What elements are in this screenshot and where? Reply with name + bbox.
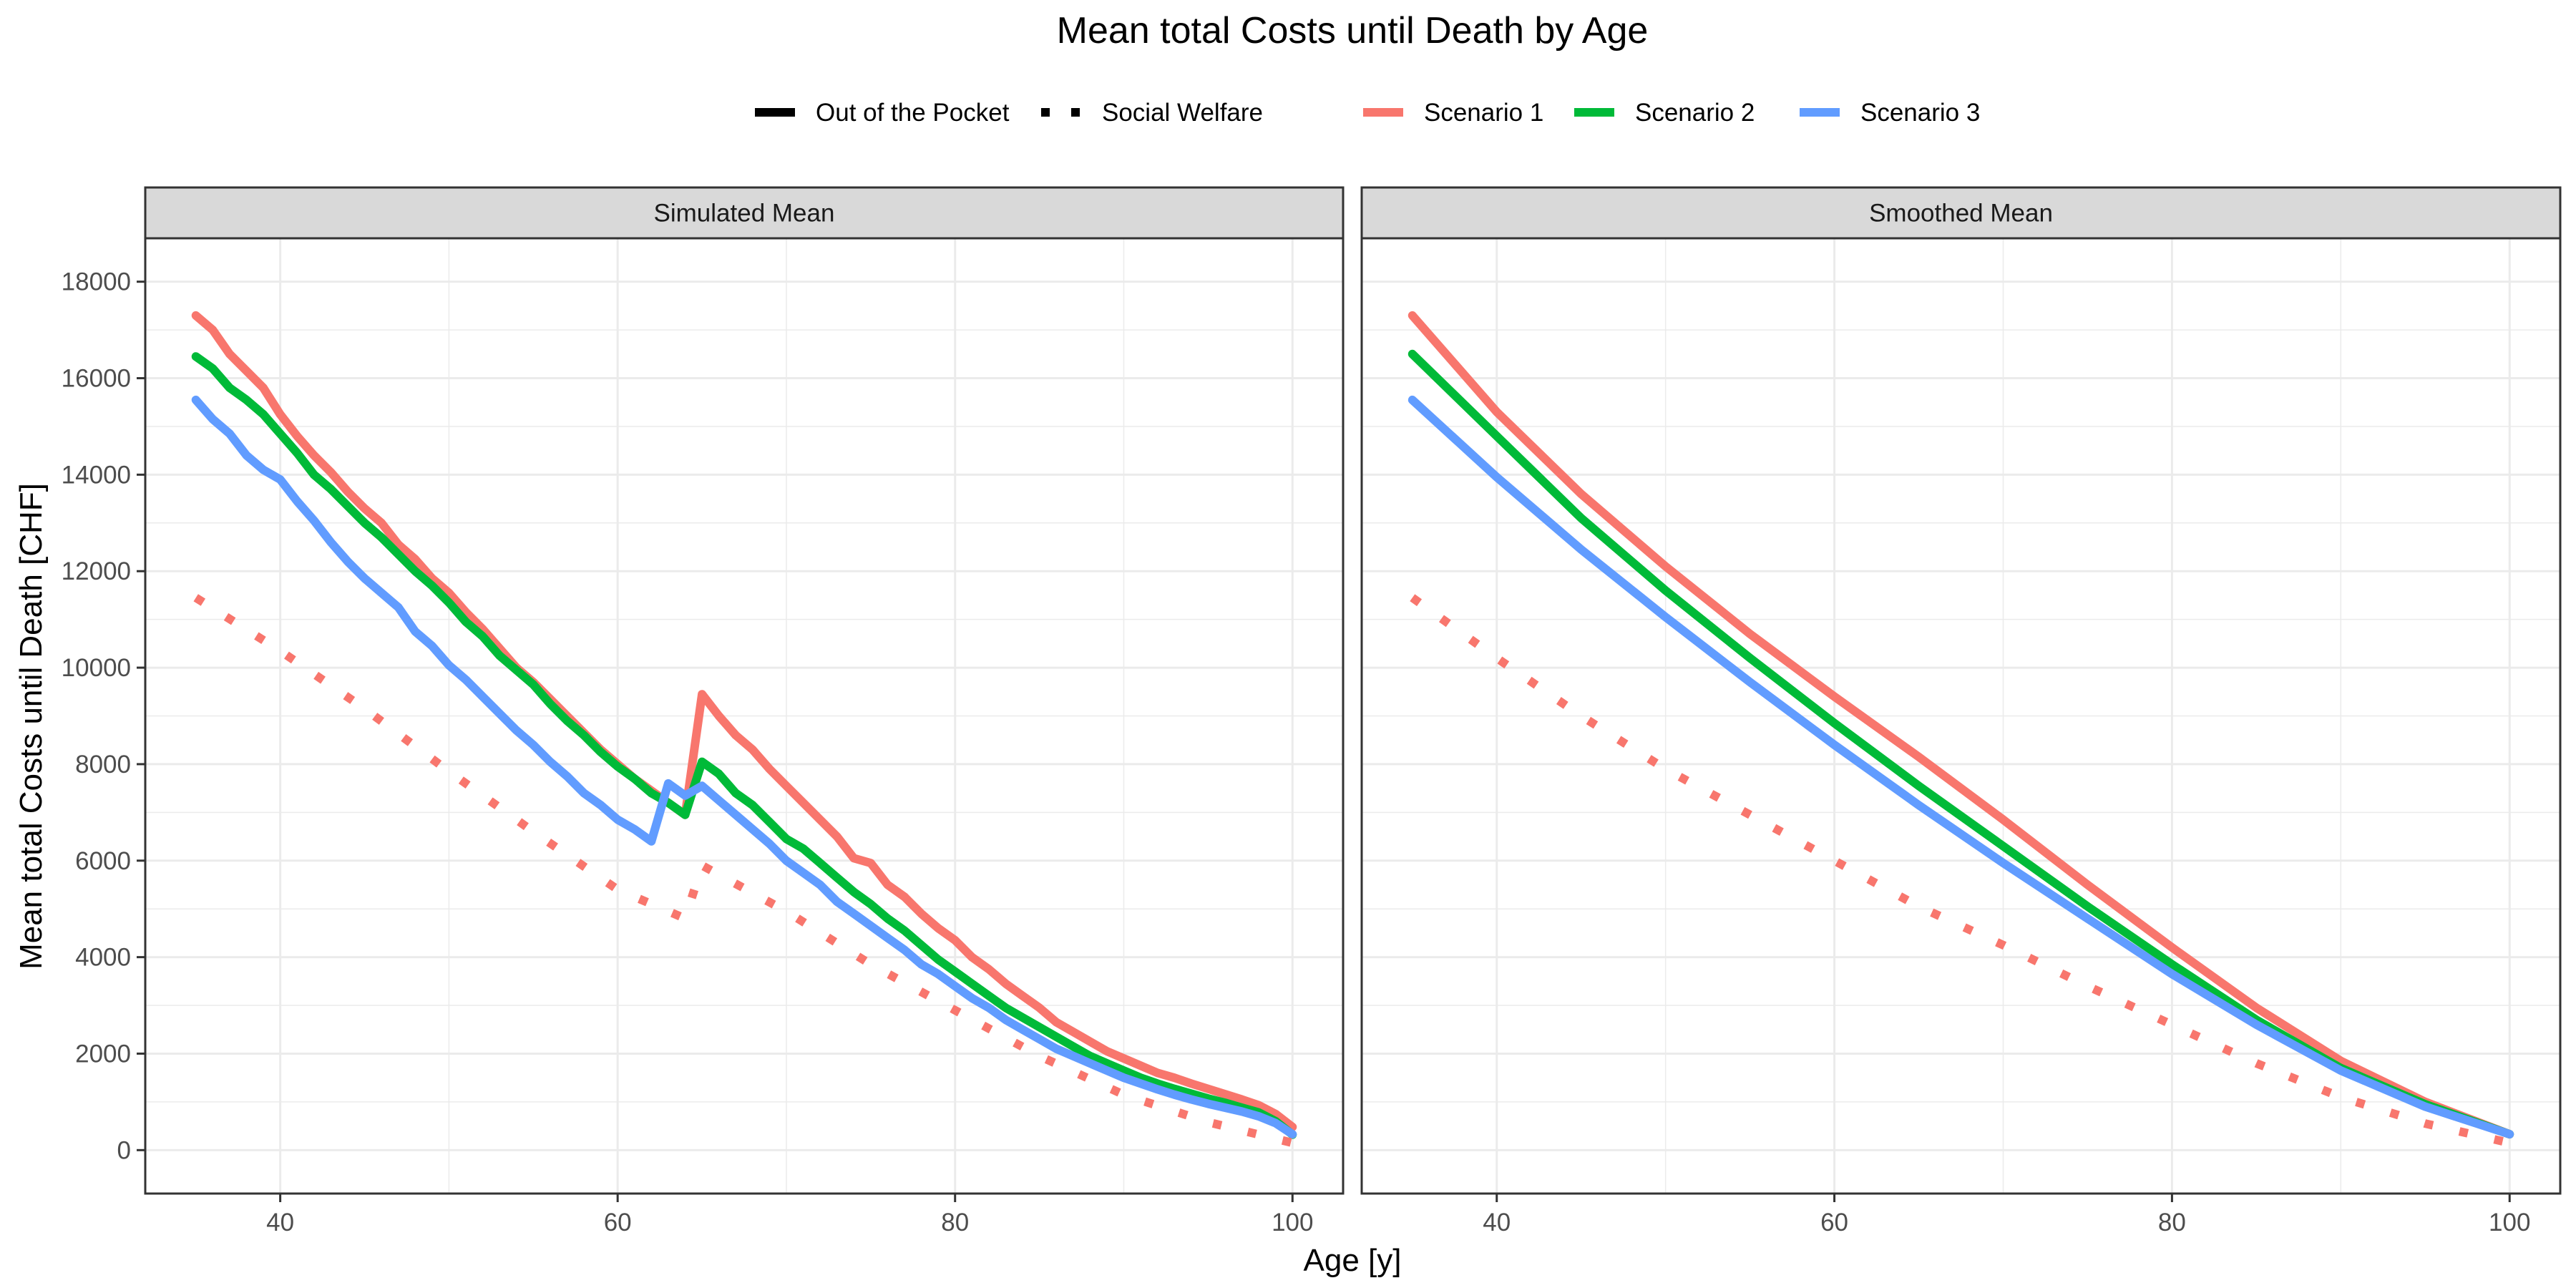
y-tick-label: 16000 — [62, 365, 131, 393]
series-line-scenario-3-out-of-the-pocket — [191, 395, 1297, 1139]
y-axis: 0 2000 4000 6000 8000 10000 12000 14000 16000 180… — [62, 268, 145, 1164]
y-axis-title: Mean total Costs until Death [CHF] — [14, 483, 49, 970]
legend: Out of the Pocket Social Welfare Scenario … — [755, 99, 1980, 127]
y-tick-label: 10000 — [62, 654, 131, 682]
y-tick-label: 18000 — [62, 268, 131, 296]
chart-title: Mean total Costs until Death by Age — [1057, 10, 1649, 52]
y-tick-label: 6000 — [75, 847, 131, 875]
series-line-scenario-2-out-of-the-pocket — [191, 352, 1297, 1139]
legend-item-scenario-1: Scenario 1 — [1363, 99, 1543, 127]
y-tick-label: 12000 — [62, 557, 131, 585]
x-tick-label: 60 — [604, 1209, 632, 1236]
legend-item-scenario-2: Scenario 2 — [1574, 99, 1755, 127]
legend-label: Scenario 3 — [1860, 99, 1980, 127]
legend-label: Scenario 1 — [1424, 99, 1543, 127]
series-group — [191, 311, 1297, 1148]
series-group — [1407, 311, 2514, 1148]
panel-smoothed-mean: Smoothed Mean 40 60 80 100 — [1360, 186, 2562, 1236]
legend-label: Social Welfare — [1102, 99, 1263, 127]
strip-label: Simulated Mean — [654, 200, 835, 228]
x-tick-label: 80 — [941, 1209, 969, 1236]
strip-label: Smoothed Mean — [1869, 200, 2053, 228]
gridlines — [145, 238, 1343, 1194]
x-axis: 40 60 80 100 — [266, 1194, 1313, 1236]
series-line-scenario-1-out-of-the-pocket — [1407, 311, 2514, 1139]
y-tick-label: 8000 — [75, 751, 131, 779]
x-tick-label: 40 — [1483, 1209, 1511, 1236]
panels: Simulated Mean 40 60 80 100 0 2000 4000 6000 8000… — [62, 186, 2562, 1236]
y-tick-label: 4000 — [75, 944, 131, 972]
x-axis-title: Age [y] — [1304, 1243, 1402, 1278]
legend-item-social-welfare: Social Welfare — [1041, 99, 1263, 127]
legend-label: Scenario 2 — [1635, 99, 1755, 127]
series-line-scenario-3-out-of-the-pocket — [1407, 395, 2514, 1139]
panel-simulated-mean: Simulated Mean 40 60 80 100 0 2000 4000 6000 8000… — [62, 186, 1345, 1236]
x-tick-label: 100 — [1272, 1209, 1313, 1236]
series-line-scenario-1-social-welfare — [1410, 594, 2511, 1148]
y-tick-label: 14000 — [62, 461, 131, 489]
x-tick-label: 60 — [1820, 1209, 1848, 1236]
y-tick-label: 2000 — [75, 1040, 131, 1068]
x-axis: 40 60 80 100 — [1483, 1194, 2530, 1236]
strip — [1360, 186, 2562, 240]
series-line-scenario-1-out-of-the-pocket — [191, 311, 1297, 1131]
legend-item-out-of-the-pocket: Out of the Pocket — [755, 99, 1010, 127]
legend-label: Out of the Pocket — [816, 99, 1010, 127]
x-tick-label: 80 — [2158, 1209, 2186, 1236]
y-tick-label: 0 — [117, 1136, 131, 1164]
legend-item-scenario-3: Scenario 3 — [1800, 99, 1980, 127]
x-tick-label: 100 — [2489, 1209, 2530, 1236]
strip — [144, 186, 1345, 240]
x-tick-label: 40 — [266, 1209, 294, 1236]
